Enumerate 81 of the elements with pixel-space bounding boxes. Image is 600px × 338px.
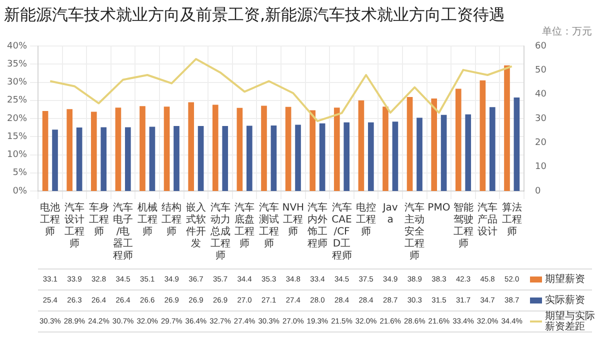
bar <box>76 127 82 191</box>
bar <box>236 108 243 191</box>
bar <box>310 110 316 191</box>
bar <box>149 126 156 191</box>
bar <box>188 102 194 191</box>
y2-tick-label: 30 <box>535 114 547 124</box>
chart-title: 新能源汽车技术就业方向及前景工资,新能源汽车技术就业方向工资待遇 <box>4 4 506 26</box>
bar <box>246 126 252 191</box>
bar <box>124 127 131 191</box>
x-tick-label: 汽车产品设计 <box>478 202 498 238</box>
x-tick-label: 汽车CAE/CFD工程师 <box>332 202 352 262</box>
x-tick-label: Java <box>382 202 398 226</box>
x-tick-label: 车身工程师 <box>88 202 109 238</box>
y-tick-label: 30% <box>6 78 28 88</box>
bar <box>416 118 422 191</box>
bar <box>164 106 170 191</box>
text: 单位：万元 <box>542 26 592 38</box>
bar <box>431 98 438 191</box>
bar <box>66 109 73 191</box>
bar <box>368 122 374 191</box>
bar <box>334 108 340 191</box>
y-tick-label: 35% <box>6 59 28 70</box>
x-tick-label: 汽车电子/电器工程师 <box>113 202 134 262</box>
y2-tick-label: 10 <box>535 162 547 172</box>
bar <box>115 108 122 191</box>
bar <box>100 127 107 191</box>
bar <box>222 126 228 191</box>
bar <box>295 124 301 191</box>
y2-tick-label: 40 <box>535 90 547 100</box>
bar <box>261 106 267 191</box>
bar <box>382 106 388 191</box>
bar <box>319 123 326 191</box>
bar <box>406 96 413 191</box>
x-tick-label: 电控工程师 <box>356 202 376 238</box>
x-tick-label: 电池工程师 <box>40 202 60 238</box>
bar <box>465 114 472 191</box>
x-tick-label: 汽车动力总成工程师 <box>209 202 230 262</box>
x-tick-label: 汽车主动安全工程师 <box>404 202 425 262</box>
y-tick-label: 0% <box>12 186 28 196</box>
x-tick-label: 智能驾驶工程师 <box>453 202 474 250</box>
bar <box>285 106 292 191</box>
bar <box>270 126 277 191</box>
x-tick-label: PMO <box>428 202 450 214</box>
bar <box>504 65 510 191</box>
legend-label: 期望薪资 <box>545 273 585 286</box>
bar <box>514 97 520 191</box>
y-tick-label: 25% <box>6 96 28 106</box>
y-tick-label: 15% <box>6 132 28 142</box>
x-tick-label: 汽车内外饰工程师 <box>306 202 328 250</box>
bar <box>392 122 398 191</box>
legend-label: 实际薪资 <box>545 294 585 306</box>
x-tick-label: 机械工程师 <box>137 202 158 238</box>
bar <box>52 130 58 191</box>
y-tick-label: 10% <box>6 150 28 160</box>
bar <box>212 104 218 191</box>
x-tick-label: 算法工程师 <box>502 202 522 238</box>
x-tick-label: 嵌入式软件开发 <box>186 202 206 250</box>
bar <box>140 106 146 191</box>
y2-tick-label: 60 <box>535 41 547 52</box>
y2-tick-label: 20 <box>535 138 547 148</box>
bar <box>358 100 364 191</box>
y-tick-label: 40% <box>6 41 28 52</box>
x-tick-label: 汽车底盘工程师 <box>234 202 255 250</box>
x-tick-label: 结构工程师 <box>162 202 182 238</box>
y-tick-label: 5% <box>12 168 28 178</box>
y2-tick-label: 0 <box>535 186 541 196</box>
bar <box>489 107 496 191</box>
y2-tick-label: 50 <box>535 66 547 76</box>
bar <box>90 112 97 191</box>
bar <box>42 111 48 191</box>
x-tick-label: 汽车设计工程师 <box>64 202 84 250</box>
y-tick-label: 20% <box>6 114 28 124</box>
bar <box>480 80 486 191</box>
x-tick-label: 汽车测试工程师 <box>258 202 279 250</box>
bar <box>174 126 180 191</box>
bar <box>455 88 462 191</box>
bar <box>344 122 350 191</box>
legend-label: 期望与实际薪资差距 <box>545 310 595 332</box>
bar <box>198 126 204 191</box>
bar <box>440 114 447 191</box>
x-tick-label: NVH工程师 <box>282 202 304 238</box>
